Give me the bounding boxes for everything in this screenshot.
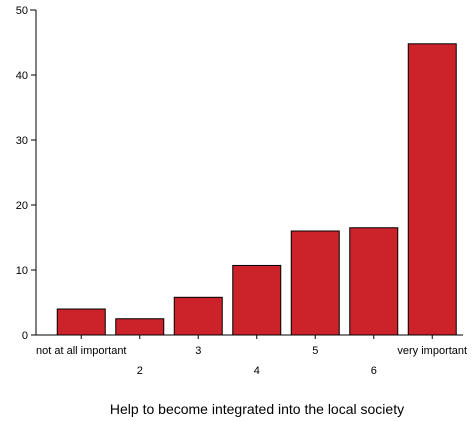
x-tick-label: 2 — [137, 365, 143, 377]
y-tick-label: 10 — [16, 265, 28, 277]
x-tick-label: not at all important — [36, 345, 127, 357]
bar — [290, 230, 340, 336]
x-tick-label: 4 — [254, 365, 260, 377]
y-axis-ticks: 0 10 20 30 40 50 — [16, 5, 36, 342]
bar — [115, 318, 165, 336]
bar — [407, 43, 457, 336]
x-tick-label: very important — [397, 345, 467, 357]
bar — [349, 227, 399, 336]
x-axis-ticks: not at all important 2 3 4 5 6 very important — [36, 335, 467, 377]
y-tick-label: 40 — [16, 70, 28, 82]
x-tick-label: 6 — [371, 365, 377, 377]
bars — [56, 43, 457, 336]
bar — [56, 308, 106, 336]
x-tick-label: 5 — [312, 345, 318, 357]
y-tick-label: 0 — [22, 330, 28, 342]
y-tick-label: 50 — [16, 5, 28, 17]
y-tick-label: 30 — [16, 135, 28, 147]
x-axis-title: Help to become integrated into the local… — [110, 401, 404, 417]
y-tick-label: 20 — [16, 200, 28, 212]
bar — [173, 296, 223, 336]
x-tick-label: 3 — [195, 345, 201, 357]
bar — [232, 264, 282, 336]
